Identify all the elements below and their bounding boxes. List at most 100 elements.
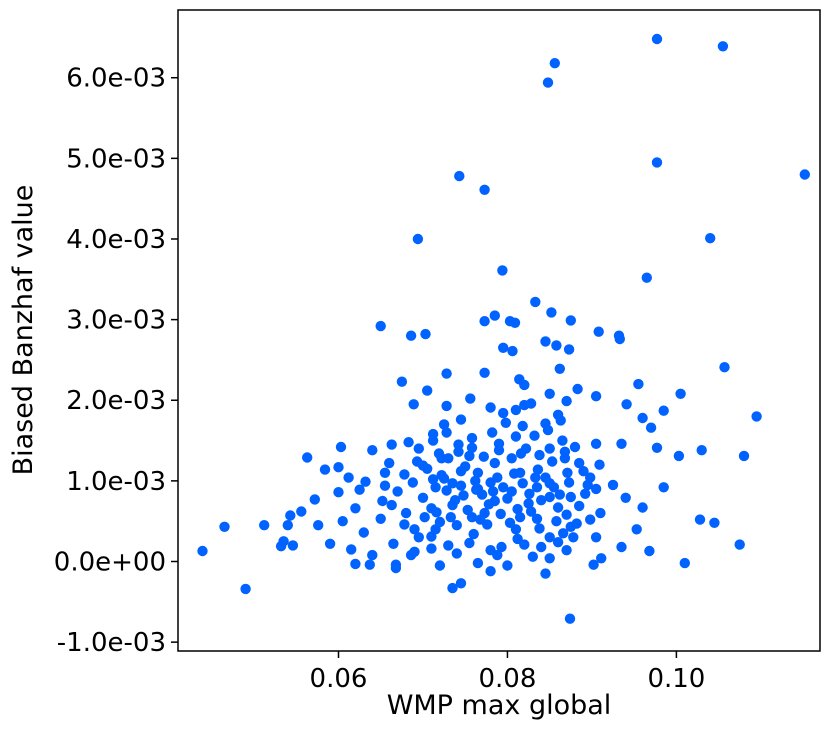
data-point: [296, 506, 307, 517]
data-point: [489, 457, 500, 469]
data-point: [651, 442, 663, 453]
data-point: [375, 513, 386, 524]
data-point: [569, 441, 581, 453]
data-point: [536, 541, 547, 553]
data-points: [197, 33, 810, 624]
data-point: [346, 544, 357, 555]
data-point: [419, 512, 430, 523]
data-point: [675, 388, 686, 399]
data-point: [580, 488, 591, 499]
data-point: [552, 537, 564, 548]
data-point: [399, 469, 410, 480]
data-point: [485, 566, 496, 577]
data-point: [333, 487, 344, 498]
x-axis-label: WMP max global: [387, 690, 612, 721]
data-point: [470, 475, 481, 487]
data-point: [453, 439, 464, 450]
data-point: [438, 473, 450, 484]
data-point: [525, 506, 537, 517]
data-point: [405, 330, 417, 341]
data-point: [492, 472, 503, 483]
data-point: [542, 77, 554, 88]
data-point: [479, 184, 490, 195]
data-point: [719, 362, 730, 373]
x-tick-label: 0.06: [310, 664, 368, 694]
data-point: [512, 503, 523, 515]
data-point: [694, 514, 706, 525]
data-point: [500, 417, 511, 428]
data-point: [489, 310, 500, 321]
data-point: [540, 472, 551, 483]
data-point: [645, 422, 657, 433]
data-point: [554, 489, 565, 500]
data-point: [517, 478, 528, 489]
data-point: [717, 41, 729, 52]
data-point: [468, 528, 479, 540]
data-point: [709, 517, 720, 528]
data-point: [534, 523, 545, 534]
data-point: [552, 409, 564, 420]
data-point: [532, 464, 544, 475]
data-point: [335, 441, 347, 453]
data-point: [408, 399, 419, 410]
data-point: [517, 420, 528, 432]
data-point: [514, 512, 526, 523]
data-point: [565, 491, 576, 503]
data-point: [751, 411, 762, 422]
data-point: [479, 367, 490, 378]
data-point: [633, 378, 644, 390]
data-point: [540, 568, 551, 579]
data-point: [512, 533, 523, 545]
data-point: [585, 514, 596, 525]
data-point: [496, 541, 507, 553]
data-point: [651, 157, 663, 168]
data-point: [734, 539, 745, 550]
data-point: [275, 541, 287, 552]
y-tick-label: 1.0e-03: [66, 467, 166, 497]
data-point: [590, 391, 602, 402]
data-point: [641, 272, 652, 283]
data-point: [438, 419, 450, 430]
data-point: [447, 478, 458, 489]
data-point: [333, 462, 344, 473]
data-point: [563, 344, 575, 355]
data-point: [319, 464, 331, 475]
data-point: [367, 549, 378, 561]
data-point: [478, 451, 489, 462]
data-point: [285, 510, 296, 521]
data-point: [464, 450, 475, 462]
data-point: [590, 483, 602, 495]
data-point: [240, 583, 251, 595]
data-point: [544, 553, 555, 564]
data-point: [451, 548, 462, 559]
data-point: [616, 541, 627, 553]
data-point: [561, 509, 572, 520]
data-point: [705, 233, 716, 244]
data-point: [482, 519, 493, 530]
data-point: [375, 320, 386, 332]
data-point: [309, 494, 320, 505]
data-point: [620, 492, 631, 503]
data-point: [396, 376, 408, 387]
data-point: [551, 516, 562, 527]
data-point: [197, 545, 208, 557]
data-point: [542, 424, 554, 436]
data-point: [451, 520, 462, 531]
data-point: [441, 400, 452, 412]
data-point: [548, 482, 560, 493]
data-point: [562, 467, 573, 478]
data-point: [544, 388, 555, 399]
data-point: [574, 457, 585, 469]
data-point: [460, 461, 471, 472]
data-point: [551, 340, 562, 351]
data-point: [282, 520, 293, 531]
data-point: [400, 507, 412, 519]
data-point: [578, 466, 589, 477]
data-point: [455, 480, 467, 491]
data-point: [559, 446, 571, 457]
data-point: [364, 559, 375, 570]
data-point: [487, 486, 499, 497]
data-point: [465, 393, 476, 404]
data-point: [554, 363, 565, 374]
data-point: [593, 326, 604, 337]
